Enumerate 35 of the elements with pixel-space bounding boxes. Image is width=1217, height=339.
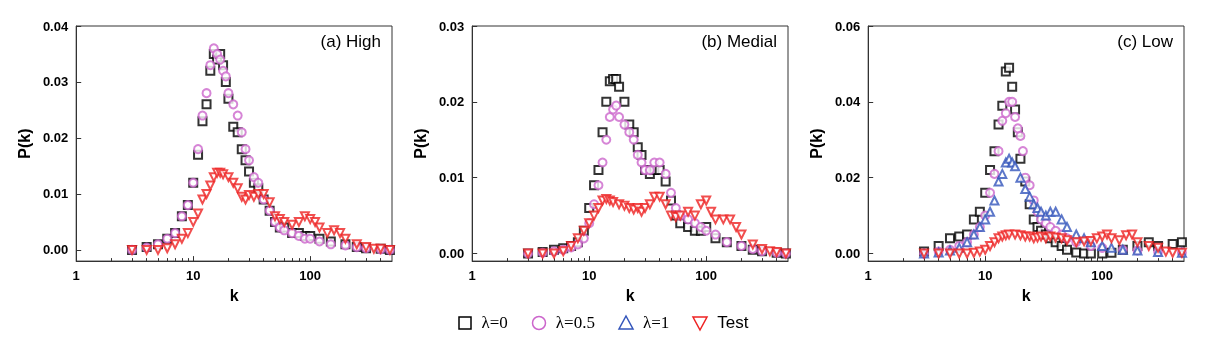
y-tick-label: 0.03 bbox=[438, 18, 465, 34]
x-tick-label: 10 bbox=[977, 268, 993, 284]
legend-label: Test bbox=[717, 313, 749, 333]
y-tick-label: 0.00 bbox=[834, 246, 861, 262]
x-tick-label: 1 bbox=[864, 268, 872, 284]
x-tick-label: 10 bbox=[581, 268, 597, 284]
y-tick-label: 0.06 bbox=[834, 18, 861, 34]
y-tick-label: 0.04 bbox=[42, 18, 69, 34]
x-axis-title: k bbox=[1021, 286, 1031, 304]
chart-title: (b) Medial bbox=[701, 32, 778, 51]
legend-label: λ=0.5 bbox=[555, 313, 595, 333]
x-tick-label: 100 bbox=[299, 268, 322, 284]
x-tick-label: 1 bbox=[72, 268, 80, 284]
x-tick-label: 100 bbox=[1091, 268, 1114, 284]
y-tick-label: 0.00 bbox=[42, 242, 69, 258]
y-tick-label: 0.01 bbox=[438, 170, 465, 186]
x-tick-label: 100 bbox=[695, 268, 718, 284]
y-tick-label: 0.02 bbox=[834, 170, 861, 186]
y-axis-title: P(k) bbox=[15, 128, 33, 159]
y-tick-label: 0.04 bbox=[834, 94, 861, 110]
y-axis-title: P(k) bbox=[411, 128, 429, 159]
x-tick-label: 10 bbox=[185, 268, 201, 284]
y-tick-label: 0.02 bbox=[438, 94, 465, 110]
legend-label: λ=0 bbox=[481, 313, 508, 333]
y-tick-label: 0.01 bbox=[42, 186, 69, 202]
y-tick-label: 0.02 bbox=[42, 130, 69, 146]
x-axis-title: k bbox=[229, 286, 239, 304]
x-tick-label: 1 bbox=[468, 268, 476, 284]
chart-title: (c) Low bbox=[1117, 32, 1174, 51]
y-tick-label: 0.00 bbox=[438, 246, 465, 262]
legend-label: λ=1 bbox=[642, 313, 670, 333]
chart-title: (a) High bbox=[320, 32, 382, 51]
x-axis-title: k bbox=[625, 286, 635, 304]
y-axis-title: P(k) bbox=[807, 128, 825, 159]
y-tick-label: 0.03 bbox=[42, 74, 69, 90]
